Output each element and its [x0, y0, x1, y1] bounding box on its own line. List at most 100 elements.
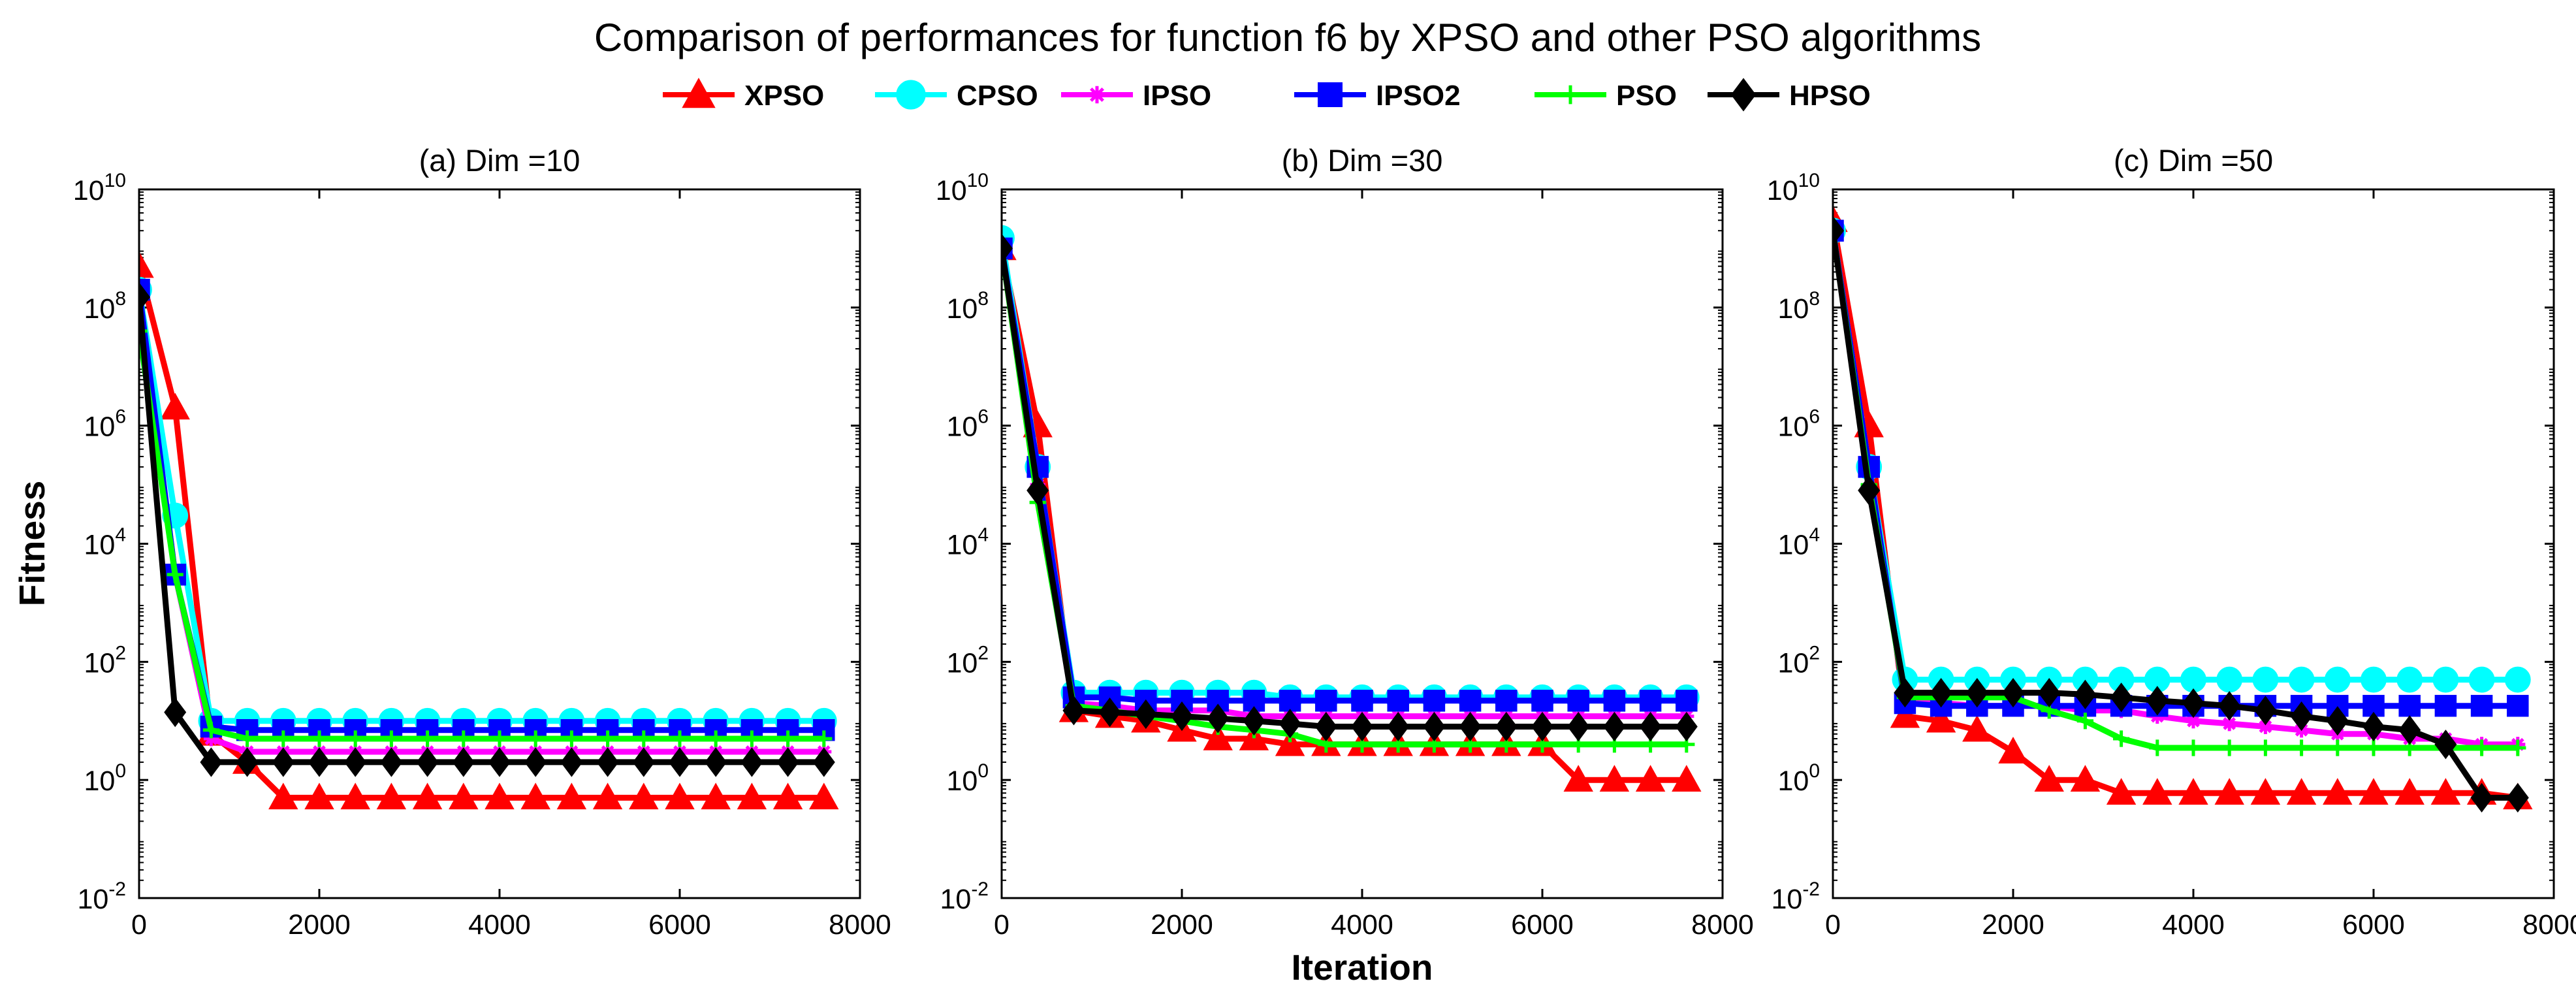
data-point-pso [419, 730, 436, 747]
data-point-pso [2473, 739, 2490, 756]
data-point-pso [2113, 730, 2130, 747]
y-tick-label: 10-2 [77, 878, 126, 915]
data-point-hpso [1930, 677, 1952, 708]
y-tick-label: 102 [1777, 642, 1820, 679]
figure-title: Comparison of performances for function … [594, 16, 1981, 59]
data-point-cpso [2432, 666, 2459, 693]
data-point-hpso [2218, 691, 2241, 721]
x-tick-label: 0 [994, 909, 1010, 941]
data-point-hpso [236, 747, 259, 777]
panel-title: (c) Dim =50 [2114, 143, 2273, 178]
data-point-ipso2 [2470, 694, 2493, 717]
data-point-xpso [160, 393, 190, 420]
plot-frame-border [1000, 188, 1724, 899]
data-point-ipso2 [1639, 690, 1662, 712]
data-point-xpso [485, 782, 515, 810]
data-point-ipso [2186, 713, 2201, 729]
data-point-xpso [556, 782, 587, 810]
legend-label-hpso: HPSO [1789, 80, 1871, 112]
data-point-hpso [740, 747, 763, 777]
data-point-hpso [2506, 782, 2529, 813]
data-point-ipso2 [1279, 690, 1301, 712]
data-point-hpso [1279, 709, 1301, 739]
data-point-ipso2 [1531, 690, 1553, 712]
data-point-ipso [203, 731, 219, 747]
data-point-xpso [2214, 778, 2244, 805]
data-point-hpso [452, 747, 475, 777]
data-point-ipso2 [1676, 690, 1698, 712]
data-point-hpso [2146, 686, 2169, 716]
data-point-pso [2509, 739, 2526, 756]
data-point-xpso [1890, 701, 1920, 728]
series-group [1002, 225, 1702, 792]
series-group [139, 251, 839, 810]
data-point-xpso [2250, 778, 2281, 805]
data-point-xpso [1599, 765, 1630, 792]
data-point-cpso [2252, 666, 2279, 693]
data-point-hpso [2398, 715, 2421, 745]
data-point-cpso [2504, 666, 2531, 693]
x-tick-label: 6000 [648, 909, 711, 941]
data-point-hpso [2002, 677, 2024, 708]
x-tick-label: 2000 [1151, 909, 1213, 941]
data-point-xpso [1275, 729, 1305, 756]
y-tick-label: 1010 [73, 170, 126, 206]
data-point-pso [491, 730, 508, 747]
x-tick-label: 4000 [1331, 909, 1393, 941]
data-point-pso [780, 730, 797, 747]
x-tick-label: 0 [131, 909, 147, 941]
data-point-ipso2 [1387, 690, 1409, 712]
x-tick-label: 8000 [2522, 909, 2576, 941]
data-point-xpso [737, 782, 767, 810]
data-point-xpso [629, 782, 659, 810]
data-point-xpso [2286, 778, 2317, 805]
data-point-hpso [1567, 711, 1590, 742]
data-point-ipso2 [1207, 690, 1229, 712]
data-point-hpso [1858, 475, 1881, 506]
data-point-hpso [812, 747, 835, 777]
data-point-pso [383, 730, 400, 747]
data-point-cpso [2180, 666, 2206, 693]
legend-marker-hpso [1730, 78, 1757, 112]
data-point-pso [2329, 739, 2346, 756]
legend-marker-pso [1561, 85, 1580, 105]
data-point-ipso2 [2507, 694, 2529, 717]
data-point-hpso [596, 747, 619, 777]
data-point-xpso [2359, 778, 2389, 805]
data-point-hpso [416, 747, 439, 777]
data-point-cpso [2396, 666, 2423, 693]
y-tick-label: 1010 [1767, 170, 1820, 206]
y-tick-label: 10-2 [940, 878, 989, 915]
x-tick-label: 8000 [829, 909, 891, 941]
data-point-pso [275, 730, 292, 747]
data-point-ipso [2257, 718, 2273, 735]
data-point-xpso [1672, 765, 1702, 792]
plot-frame [1000, 188, 1724, 899]
data-point-pso [707, 730, 724, 747]
data-point-ipso2 [1423, 690, 1446, 712]
data-point-hpso [1894, 677, 1916, 708]
data-point-ipso2 [2398, 694, 2421, 717]
data-point-xpso [665, 782, 695, 810]
data-point-hpso [1026, 475, 1049, 506]
data-point-hpso [1675, 711, 1698, 742]
data-point-hpso [2362, 711, 2385, 742]
x-tick-label: 2000 [288, 909, 351, 941]
data-point-pso [2221, 739, 2238, 756]
data-point-pso [2076, 713, 2093, 730]
data-point-ipso2 [1315, 690, 1337, 712]
data-point-hpso [1387, 711, 1410, 742]
data-point-pso [599, 730, 616, 747]
data-point-hpso [1639, 711, 1662, 742]
plot-frame-border [1832, 188, 2555, 899]
data-point-xpso [1926, 705, 1956, 733]
data-point-xpso [592, 782, 623, 810]
legend-label-cpso: CPSO [957, 80, 1038, 112]
data-point-ipso2 [1459, 690, 1482, 712]
legend-label-pso: PSO [1616, 80, 1677, 112]
data-point-hpso [1459, 711, 1482, 742]
data-point-hpso [705, 747, 727, 777]
series-group [1833, 205, 2533, 813]
data-point-pso [2257, 739, 2274, 756]
data-point-hpso [1062, 696, 1085, 726]
